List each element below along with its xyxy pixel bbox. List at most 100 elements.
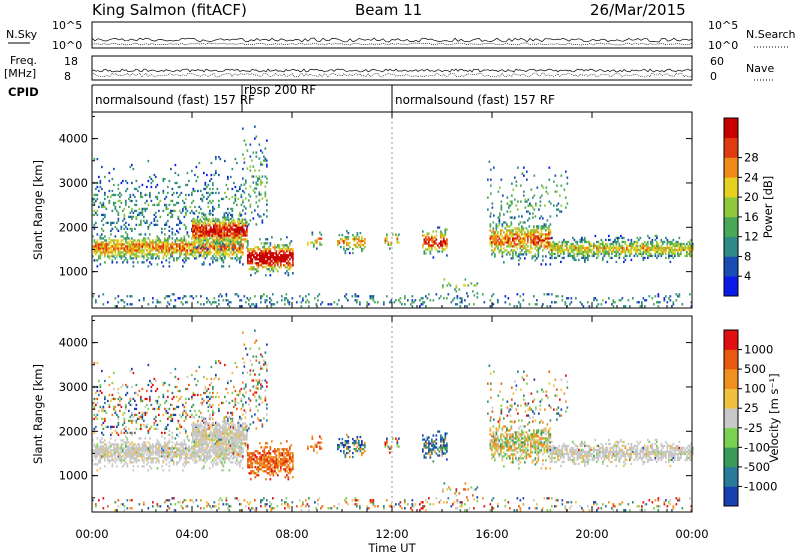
power-cell [257, 213, 259, 216]
power-cell [531, 241, 534, 244]
velocity-cell [122, 447, 124, 450]
power-cell [518, 229, 520, 232]
power-cell [617, 250, 619, 254]
power-cell [290, 254, 293, 257]
velocity-cell [239, 461, 241, 464]
power-cell [432, 238, 435, 241]
power-cell [530, 188, 533, 191]
power-cell [199, 220, 202, 223]
power-cell [211, 230, 214, 233]
power-cell [126, 251, 129, 254]
velocity-cell [171, 449, 174, 452]
power-cell [286, 250, 288, 253]
power-cell [95, 251, 97, 254]
power-cell [193, 212, 196, 215]
power-cell [501, 251, 504, 254]
power-cell [629, 242, 631, 246]
power-cell [117, 253, 120, 256]
velocity-cell [156, 457, 159, 460]
power-cell [225, 234, 227, 237]
power-cell [228, 305, 231, 308]
power-cell [653, 246, 655, 250]
power-cell [438, 246, 441, 249]
velocity-cell [164, 457, 166, 460]
power-cell [657, 295, 660, 298]
velocity-cell [114, 453, 117, 456]
velocity-cell [180, 457, 183, 460]
power-cell [524, 239, 526, 242]
velocity-cell [173, 447, 175, 450]
power-cell [128, 251, 130, 254]
power-cell [242, 253, 244, 256]
power-cell [192, 224, 194, 227]
power-cell [504, 221, 507, 224]
power-cell [271, 268, 273, 271]
power-cell [159, 301, 162, 304]
power-cell [180, 301, 183, 304]
power-cell [144, 209, 147, 213]
power-cell [669, 248, 672, 252]
velocity-cell [149, 457, 151, 460]
velocity-cell [104, 459, 106, 462]
power-cell [222, 240, 224, 243]
power-cell [197, 251, 199, 254]
power-cell [201, 255, 204, 258]
power-cell [280, 256, 282, 259]
velocity-cell [180, 453, 183, 456]
power-cell [602, 256, 604, 260]
power-cell [489, 223, 492, 226]
power-cell [585, 246, 588, 250]
velocity-cell [135, 421, 138, 425]
velocity-cell [162, 455, 165, 458]
velocity-cell [119, 395, 121, 399]
velocity-cell [176, 453, 178, 456]
power-cell [202, 212, 205, 215]
power-cell [285, 297, 288, 300]
power-cell [278, 250, 281, 253]
power-cell [256, 252, 258, 255]
power-cell [288, 301, 291, 304]
power-cell [263, 258, 266, 261]
velocity-cell [219, 451, 222, 454]
power-cell [200, 189, 202, 193]
colorbar-tick-label: 24 [744, 170, 759, 184]
power-cell [621, 248, 624, 252]
power-cell [545, 235, 547, 238]
velocity-cell [108, 403, 111, 407]
power-cell [524, 200, 527, 203]
power-cell [180, 211, 183, 215]
power-cell [459, 297, 462, 300]
power-cell [258, 177, 261, 180]
velocity-cell [180, 443, 183, 446]
velocity-cell [102, 421, 105, 425]
power-cell [231, 195, 234, 199]
power-cell [567, 254, 570, 258]
power-cell [211, 222, 214, 225]
power-cell [165, 295, 168, 298]
velocity-cell [194, 461, 196, 464]
power-cell [240, 229, 243, 233]
power-cell [149, 233, 151, 236]
power-cell [672, 238, 675, 242]
power-cell [497, 225, 499, 228]
velocity-cell [176, 447, 178, 450]
power-cell [132, 261, 135, 264]
power-cell [120, 245, 123, 248]
power-cell [246, 238, 248, 241]
power-cell [651, 242, 654, 246]
power-cell [96, 193, 99, 197]
velocity-cell [126, 439, 129, 442]
power-cell [563, 238, 565, 242]
power-cell [105, 241, 108, 244]
power-cell [344, 295, 346, 298]
power-cell [274, 266, 276, 269]
velocity-cell [131, 413, 133, 417]
velocity-cell [186, 435, 189, 438]
power-cell [260, 193, 262, 196]
power-cell [665, 252, 667, 256]
velocity-cell [206, 453, 208, 456]
power-cell [653, 303, 655, 306]
velocity-cell [140, 453, 142, 456]
power-cell [690, 252, 693, 256]
power-cell [645, 252, 648, 256]
